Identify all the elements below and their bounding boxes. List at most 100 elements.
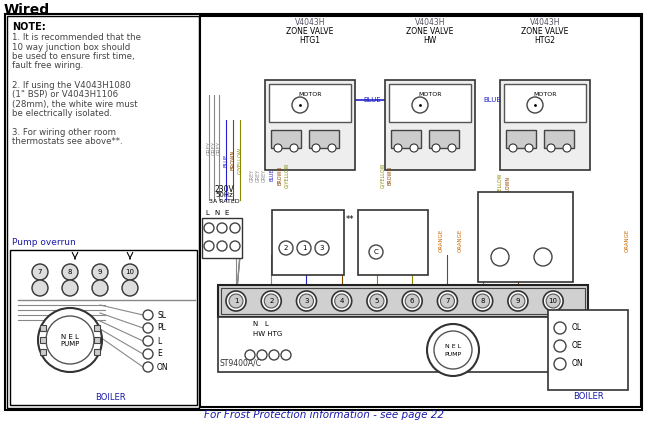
Circle shape [297, 241, 311, 255]
Text: GREY: GREY [206, 141, 212, 154]
Text: BLUE: BLUE [223, 153, 228, 167]
Circle shape [543, 291, 563, 311]
Text: CM900 SERIES: CM900 SERIES [503, 196, 548, 201]
Circle shape [230, 241, 240, 251]
Text: (1" BSP) or V4043H1106: (1" BSP) or V4043H1106 [12, 90, 118, 99]
Circle shape [279, 241, 293, 255]
Circle shape [554, 358, 566, 370]
Circle shape [143, 323, 153, 333]
Bar [221, 288, 585, 314]
Text: ZONE VALVE: ZONE VALVE [406, 27, 454, 36]
Text: ORANGE: ORANGE [439, 228, 443, 252]
Text: HTG1: HTG1 [300, 36, 320, 45]
Text: N   L: N L [253, 321, 269, 327]
Text: ON: ON [157, 362, 169, 371]
Circle shape [412, 97, 428, 113]
Bar [202, 218, 242, 258]
Circle shape [32, 280, 48, 296]
Circle shape [274, 144, 282, 152]
Circle shape [547, 144, 555, 152]
Text: For Frost Protection information - see page 22: For Frost Protection information - see p… [204, 410, 443, 420]
Text: BOILER: BOILER [573, 392, 603, 401]
Circle shape [257, 350, 267, 360]
Text: N E L: N E L [445, 344, 461, 349]
Text: (28mm), the white wire must: (28mm), the white wire must [12, 100, 138, 108]
Text: L: L [205, 210, 209, 216]
Text: V4043H: V4043H [415, 18, 445, 27]
Text: be electrically isolated.: be electrically isolated. [12, 109, 112, 118]
Circle shape [405, 294, 419, 308]
Circle shape [427, 324, 479, 376]
Text: 8: 8 [481, 298, 485, 304]
Circle shape [62, 264, 78, 280]
Circle shape [312, 144, 320, 152]
Circle shape [245, 350, 255, 360]
Text: ST9400A/C: ST9400A/C [220, 358, 262, 367]
Text: PROGRAMMABLE: PROGRAMMABLE [499, 205, 552, 210]
Text: T6360B: T6360B [292, 215, 324, 224]
Text: 3: 3 [304, 298, 309, 304]
Text: N: N [214, 210, 219, 216]
Circle shape [402, 291, 422, 311]
Circle shape [281, 350, 291, 360]
Bar [40, 325, 46, 331]
Text: GREY: GREY [212, 141, 217, 154]
Circle shape [437, 291, 457, 311]
Text: STAT.: STAT. [385, 232, 401, 237]
Bar [504, 84, 586, 122]
Circle shape [229, 294, 243, 308]
Text: 6: 6 [410, 298, 415, 304]
Text: 3. For wiring other room: 3. For wiring other room [12, 128, 116, 137]
Circle shape [217, 241, 227, 251]
Text: L641A: L641A [380, 215, 406, 224]
Circle shape [527, 97, 543, 113]
Bar [389, 84, 471, 122]
Circle shape [554, 340, 566, 352]
Text: G/YELLOW: G/YELLOW [237, 146, 243, 173]
Circle shape [230, 223, 240, 233]
Text: ORANGE: ORANGE [457, 228, 463, 252]
Text: GREY: GREY [261, 168, 267, 181]
Bar [548, 310, 628, 390]
Circle shape [32, 264, 48, 280]
Circle shape [296, 291, 316, 311]
Text: thermostats see above**.: thermostats see above**. [12, 138, 123, 146]
Circle shape [122, 280, 138, 296]
Circle shape [217, 223, 227, 233]
Text: Wired: Wired [4, 3, 50, 17]
Bar [218, 317, 588, 372]
Text: 2: 2 [284, 245, 288, 251]
Bar [200, 16, 641, 407]
Text: ROOM STAT.: ROOM STAT. [289, 225, 327, 230]
Text: 9: 9 [516, 298, 520, 304]
Bar [269, 84, 351, 122]
Text: E: E [225, 210, 229, 216]
Bar [10, 250, 197, 405]
Text: MOTOR: MOTOR [533, 92, 557, 97]
Text: L: L [157, 336, 161, 346]
Text: GREY: GREY [250, 168, 254, 181]
Text: GREY: GREY [217, 141, 221, 154]
Circle shape [46, 316, 94, 364]
Circle shape [473, 291, 492, 311]
Text: ZONE VALVE: ZONE VALVE [521, 27, 569, 36]
Text: BROWN: BROWN [230, 150, 236, 170]
Bar [272, 210, 344, 275]
Text: B: B [540, 237, 546, 247]
Text: BROWN: BROWN [505, 176, 510, 195]
Text: C: C [373, 249, 378, 255]
Circle shape [410, 144, 418, 152]
Text: 10: 10 [126, 269, 135, 275]
Bar [94, 337, 100, 343]
Circle shape [370, 294, 384, 308]
Circle shape [204, 223, 214, 233]
Circle shape [448, 144, 456, 152]
Text: 2. If using the V4043H1080: 2. If using the V4043H1080 [12, 81, 131, 89]
Circle shape [143, 349, 153, 359]
Text: be used to ensure first time,: be used to ensure first time, [12, 52, 135, 61]
Bar [358, 210, 428, 275]
Text: 9: 9 [98, 269, 102, 275]
Circle shape [38, 308, 102, 372]
Circle shape [534, 248, 552, 266]
Text: BLUE: BLUE [270, 169, 274, 181]
